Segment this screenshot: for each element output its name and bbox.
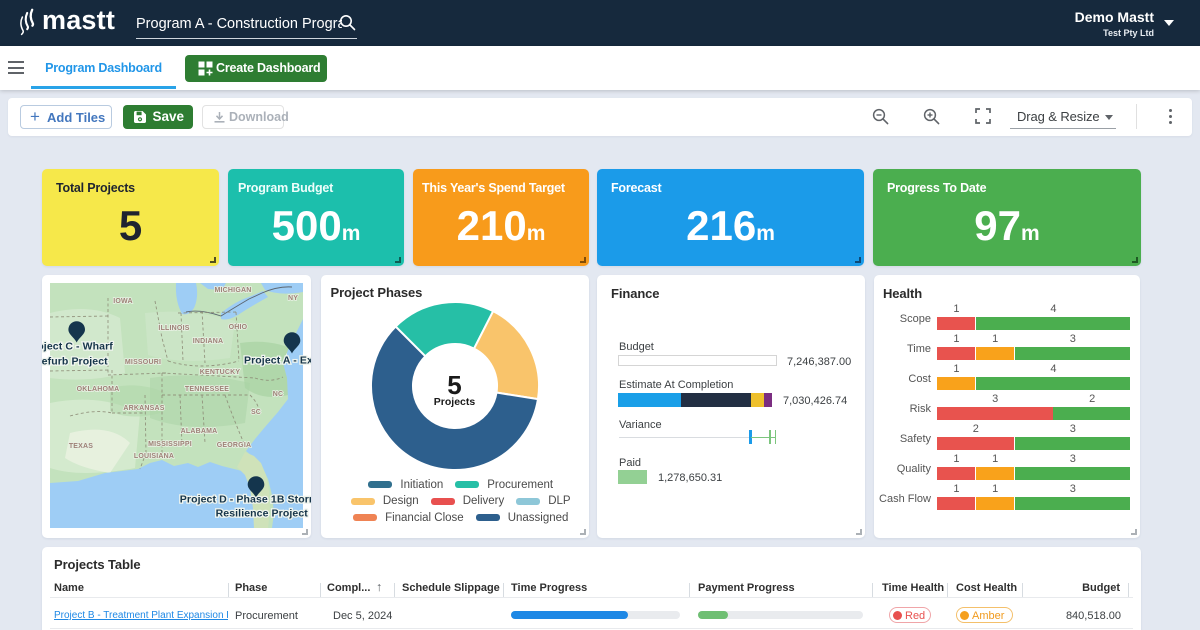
svg-text:NY: NY — [288, 295, 298, 302]
svg-text:OHIO: OHIO — [229, 324, 248, 331]
svg-text:Resilience Project: Resilience Project — [216, 507, 309, 519]
svg-text:MISSOURI: MISSOURI — [125, 359, 161, 366]
svg-text:MISSISSIPPI: MISSISSIPPI — [148, 441, 192, 448]
svg-text:SC: SC — [251, 409, 261, 416]
svg-text:OKLAHOMA: OKLAHOMA — [77, 386, 120, 393]
svg-text:INDIANA: INDIANA — [193, 338, 224, 345]
svg-text:Project A - Expansion: Project A - Expansion — [244, 354, 311, 366]
svg-text:ILLINOIS: ILLINOIS — [158, 325, 189, 332]
svg-text:LOUISIANA: LOUISIANA — [134, 453, 174, 460]
svg-text:KENTUCKY: KENTUCKY — [200, 369, 241, 376]
svg-text:ALABAMA: ALABAMA — [181, 428, 218, 435]
svg-text:TENNESSEE: TENNESSEE — [185, 386, 229, 393]
svg-text:IOWA: IOWA — [113, 298, 132, 305]
svg-text:Project D - Phase 1B Storm: Project D - Phase 1B Storm — [180, 493, 311, 505]
svg-text:Refurb Project: Refurb Project — [42, 355, 108, 367]
svg-text:GEORGIA: GEORGIA — [217, 442, 251, 449]
svg-text:TEXAS: TEXAS — [69, 443, 93, 450]
svg-text:Project C - Wharf: Project C - Wharf — [42, 340, 113, 352]
svg-text:NC: NC — [273, 391, 284, 398]
svg-text:ARKANSAS: ARKANSAS — [123, 405, 164, 412]
svg-text:MICHIGAN: MICHIGAN — [215, 287, 252, 294]
